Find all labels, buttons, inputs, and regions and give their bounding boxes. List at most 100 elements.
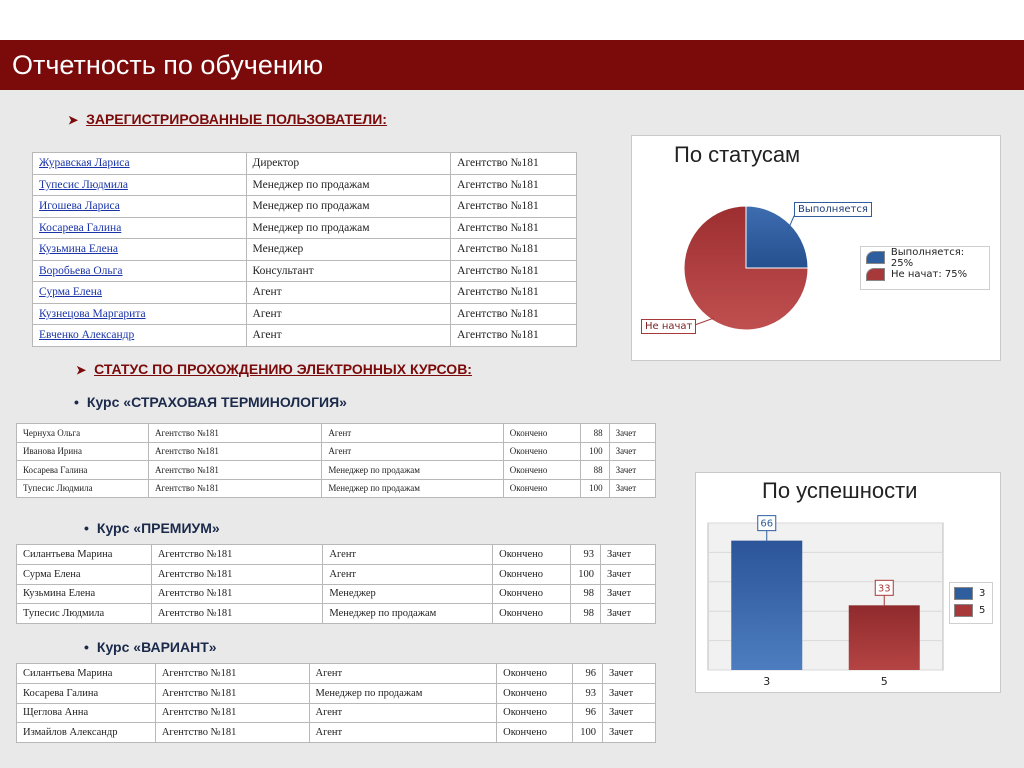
role-cell: Агент (308, 722, 498, 744)
user-name-link[interactable]: Игошева Лариса (32, 195, 247, 218)
student-name-cell: Кузьмина Елена (16, 583, 152, 605)
user-agency-cell: Агентство №181 (450, 238, 577, 261)
pie-legend-label: Не начат: 75% (891, 269, 968, 280)
bar-3 (731, 540, 803, 670)
user-name-link[interactable]: Кузьмина Елена (32, 238, 247, 261)
pie-legend-label: Выполняется: 25% (890, 246, 965, 269)
user-agency-cell: Агентство №181 (450, 324, 577, 347)
user-agency-cell: Агентство №181 (450, 281, 577, 304)
user-agency-cell: Агентство №181 (450, 259, 577, 282)
status-cell: Окончено (496, 663, 574, 684)
bar-data-label: 33 (878, 583, 891, 594)
user-name-link[interactable]: Журавская Лариса (32, 152, 247, 175)
bar-label-box (757, 515, 777, 532)
result-cell: Зачет (602, 702, 656, 724)
result-cell: Зачет (602, 722, 656, 744)
user-role-cell: Менеджер (245, 238, 452, 261)
student-name-cell: Иванова Ирина (15, 441, 150, 461)
user-name-link[interactable]: Сурма Елена (32, 281, 247, 304)
bullet-icon: • (84, 639, 89, 655)
result-cell: Зачет (602, 663, 656, 684)
user-role-cell: Агент (245, 281, 452, 304)
role-cell: Агент (322, 563, 494, 585)
result-cell: Зачет (600, 603, 656, 625)
bar-chart-title: По успешности (762, 478, 918, 503)
role-cell: Менеджер по продажам (321, 460, 504, 480)
score-cell: 100 (570, 563, 602, 585)
role-cell: Менеджер по продажам (321, 478, 504, 498)
score-cell: 98 (570, 603, 602, 625)
agency-cell: Агентство №181 (148, 460, 323, 480)
course-heading-1: • Курс «СТРАХОВАЯ ТЕРМИНОЛОГИЯ» (74, 394, 347, 410)
course-heading-3: • Курс «ВАРИАНТ» (84, 639, 217, 655)
role-cell: Агент (308, 702, 498, 724)
score-cell: 88 (580, 423, 610, 443)
table-row: Тупесис Людмила Агентство №181 Менеджер по… (15, 478, 657, 498)
user-role-cell: Менеджер по продажам (245, 173, 452, 196)
user-agency-cell: Агентство №181 (450, 195, 577, 218)
user-name-link[interactable]: Кузнецова Маргарита (32, 302, 247, 325)
arrow-bullet-icon: ➤ (68, 113, 79, 127)
pie-callout-not-started: Не начат (641, 319, 697, 334)
course-title-1: Курс «СТРАХОВАЯ ТЕРМИНОЛОГИЯ» (86, 394, 347, 410)
student-name-cell: Измайлов Александр (16, 722, 156, 744)
user-name-link[interactable]: Косарева Галина (32, 216, 247, 239)
bar-legend-label: 3 (979, 588, 986, 599)
score-cell: 96 (572, 663, 604, 684)
user-role-cell: Агент (245, 324, 452, 347)
role-cell: Менеджер по продажам (308, 682, 498, 704)
agency-cell: Агентство №181 (154, 682, 310, 704)
users-table: Журавская Лариса Директор Агентство №181 Ту… (32, 152, 577, 347)
status-cell: Окончено (502, 478, 582, 498)
student-name-cell: Щеглова Анна (16, 702, 156, 724)
table-row: Кузнецова Маргарита Агент Агентство №181 (32, 302, 577, 325)
status-cell: Окончено (502, 423, 582, 443)
bar-legend-item: 3 (950, 585, 992, 602)
bar-legend: 3 5 (949, 582, 993, 624)
score-cell: 93 (572, 682, 604, 704)
course-table-3: Силантьева Марина Агентство №181 Агент Окон… (16, 663, 656, 744)
pie-svg (683, 205, 809, 331)
user-role-cell: Агент (245, 302, 452, 325)
users-section-heading: ➤ ЗАРЕГИСТРИРОВАННЫЕ ПОЛЬЗОВАТЕЛИ: (68, 111, 387, 127)
result-cell: Зачет (600, 583, 656, 605)
agency-cell: Агентство №181 (154, 663, 310, 684)
user-name-link[interactable]: Воробьева Ольга (32, 259, 247, 282)
pie-slice-in-progress (745, 205, 809, 269)
status-cell: Окончено (492, 603, 572, 625)
course-title-3: Курс «ВАРИАНТ» (96, 639, 217, 655)
role-cell: Агент (322, 544, 494, 565)
status-cell: Окончено (492, 563, 572, 585)
user-agency-cell: Агентство №181 (450, 302, 577, 325)
page-title: Отчетность по обучению (0, 40, 1024, 90)
pie-legend: Выполняется: 25% Не начат: 75% (860, 246, 990, 290)
score-cell: 98 (570, 583, 602, 605)
bar-data-label: 66 (760, 519, 773, 530)
score-cell: 88 (580, 460, 610, 480)
status-cell: Окончено (492, 583, 572, 605)
table-row: Иванова Ирина Агентство №181 Агент Окончено… (15, 441, 657, 461)
agency-cell: Агентство №181 (148, 478, 323, 498)
user-agency-cell: Агентство №181 (450, 173, 577, 196)
status-heading-text: СТАТУС ПО ПРОХОЖДЕНИЮ ЭЛЕКТРОННЫХ КУРСОВ… (94, 361, 472, 377)
pie-legend-item: Выполняется: 25% (861, 246, 989, 269)
bullet-icon: • (74, 394, 79, 410)
status-cell: Окончено (502, 460, 582, 480)
agency-cell: Агентство №181 (148, 441, 323, 461)
table-row: Игошева Лариса Менеджер по продажам Агентс… (32, 195, 577, 218)
user-name-link[interactable]: Тупесис Людмила (32, 173, 247, 196)
result-cell: Зачет (600, 563, 656, 585)
table-row: Косарева Галина Агентство №181 Менеджер по… (16, 682, 656, 704)
user-agency-cell: Агентство №181 (450, 152, 577, 175)
score-cell: 100 (572, 722, 604, 744)
bar-legend-item: 5 (950, 602, 992, 619)
table-row: Сурма Елена Агентство №181 Агент Окончено 10… (16, 563, 656, 585)
table-row: Косарева Галина Агентство №181 Менеджер по… (15, 460, 657, 480)
pie-chart-title: По статусам (674, 142, 801, 167)
user-name-link[interactable]: Евченко Александр (32, 324, 247, 347)
table-row: Евченко Александр Агент Агентство №181 (32, 324, 577, 347)
top-strip (0, 0, 1024, 40)
result-cell: Зачет (608, 478, 657, 498)
score-cell: 93 (570, 544, 602, 565)
